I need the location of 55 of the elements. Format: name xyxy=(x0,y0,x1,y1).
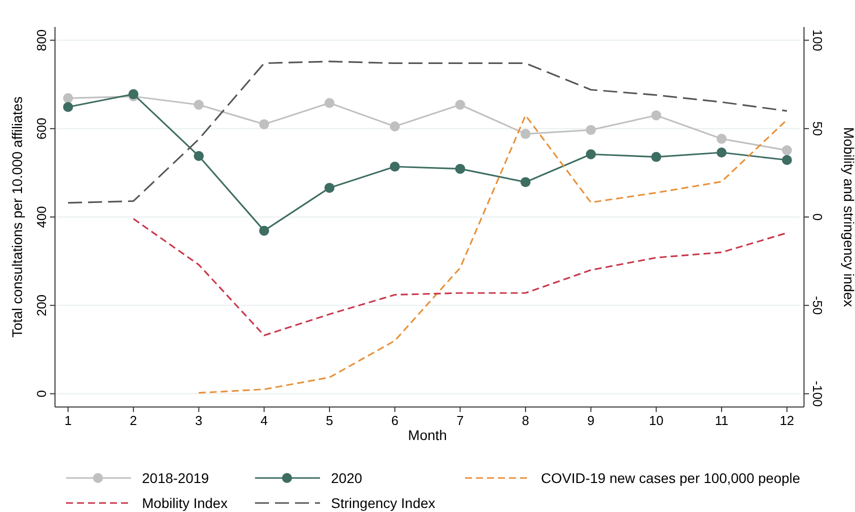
y2-tick-label: 50 xyxy=(810,121,825,136)
point xyxy=(194,151,204,162)
y-tick-label: 800 xyxy=(34,29,49,52)
x-axis-title: Month xyxy=(408,427,447,443)
point xyxy=(259,226,270,236)
point xyxy=(520,177,531,188)
y-tick-label: 200 xyxy=(34,294,49,316)
point xyxy=(651,152,662,162)
x-tick-label: 9 xyxy=(587,413,594,428)
legend-label: 2018-2019 xyxy=(142,470,210,486)
point xyxy=(716,134,727,144)
legend-label: Mobility Index xyxy=(142,495,228,511)
point xyxy=(455,164,466,174)
x-tick-label: 8 xyxy=(522,413,530,428)
x-tick-label: 11 xyxy=(714,413,728,428)
point xyxy=(390,162,400,172)
y2-tick-label: 100 xyxy=(810,29,825,52)
y2-tick-label: 0 xyxy=(810,213,825,221)
y2-tick-label: -50 xyxy=(810,296,825,315)
line-series xyxy=(198,114,788,394)
line-series xyxy=(132,218,788,336)
y-tick-label: 400 xyxy=(34,206,49,228)
legend-label: COVID-19 new cases per 100,000 people xyxy=(541,470,800,486)
x-tick-label: 5 xyxy=(326,413,334,428)
legend-label: Stringency Index xyxy=(331,495,436,511)
x-tick-label: 7 xyxy=(456,413,464,428)
x-tick-label: 10 xyxy=(648,413,664,428)
point xyxy=(716,147,727,158)
y2-axis-title: Mobility and stringency index xyxy=(841,127,855,307)
y-axis-title: Total consultations per 10.000 affiliates xyxy=(9,96,25,338)
x-tick-label: 12 xyxy=(780,413,794,428)
x-tick-label: 3 xyxy=(195,413,202,428)
point xyxy=(782,145,792,156)
point xyxy=(586,124,596,135)
point xyxy=(651,110,662,120)
point xyxy=(520,128,531,139)
point xyxy=(782,155,792,165)
y-tick-label: 600 xyxy=(34,118,49,140)
point xyxy=(194,100,204,110)
x-tick-label: 2 xyxy=(130,413,138,428)
point xyxy=(324,182,334,193)
x-tick-label: 4 xyxy=(260,413,268,428)
point xyxy=(586,149,596,160)
point xyxy=(390,121,400,132)
line-series xyxy=(67,60,788,204)
point xyxy=(63,93,74,104)
point xyxy=(259,119,270,130)
legend-label: 2020 xyxy=(331,470,362,486)
x-tick-label: 6 xyxy=(391,413,398,428)
point xyxy=(455,100,466,110)
y2-tick-label: -100 xyxy=(810,380,825,407)
y-tick-label: 0 xyxy=(34,390,49,398)
point xyxy=(324,98,334,108)
point xyxy=(63,102,74,112)
x-tick-label: 1 xyxy=(64,413,72,428)
